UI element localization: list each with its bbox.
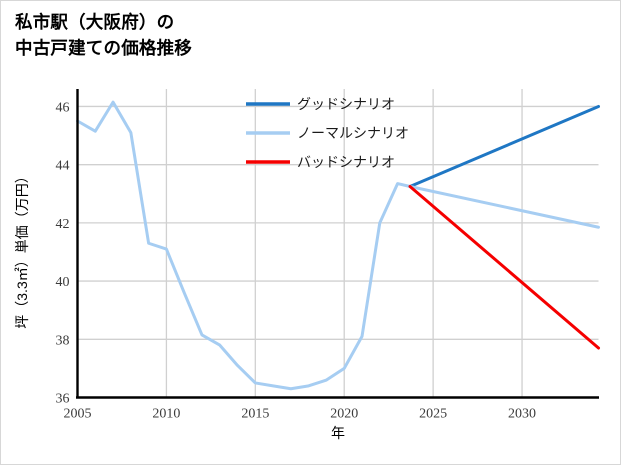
series-line-グッドシナリオ [408,104,600,188]
x-tick-label-2025: 2025 [419,407,447,422]
legend-label-グッドシナリオ: グッドシナリオ [297,96,395,112]
series-lines [76,100,600,391]
x-tick-label-2020: 2020 [330,407,358,422]
legend-label-ノーマルシナリオ: ノーマルシナリオ [297,125,409,141]
y-tick-label-46: 46 [56,100,70,115]
x-tick-label-2015: 2015 [241,407,269,422]
series-line-実績 [76,100,412,391]
x-axis-title: 年 [331,425,345,441]
x-tick-label-2010: 2010 [152,407,180,422]
chart-title-line2: 中古戸建ての価格推移 [15,38,192,58]
legend-label-バッドシナリオ: バッドシナリオ [297,154,395,170]
y-tick-label-38: 38 [56,333,70,348]
y-axis-tick-labels: 36 38 40 42 44 46 [56,100,70,406]
axis-lines [76,89,599,399]
x-tick-label-2030: 2030 [508,407,536,422]
chart-title: 私市駅（大阪府）の 中古戸建ての価格推移 [15,9,192,61]
y-tick-label-44: 44 [56,159,70,174]
y-tick-label-40: 40 [56,275,70,290]
y-tick-label-42: 42 [56,217,70,232]
series-line-ノーマルシナリオ [408,185,600,229]
chart-title-line1: 私市駅（大阪府）の [15,12,175,32]
x-axis-tick-labels: 2005 2010 2015 2020 2025 2030 [64,407,537,422]
x-tick-label-2005: 2005 [64,407,92,422]
series-line-バッドシナリオ [408,185,600,350]
y-tick-label-36: 36 [56,392,70,407]
y-axis-title: 坪（3.3㎡）単価（万円） [14,169,30,328]
